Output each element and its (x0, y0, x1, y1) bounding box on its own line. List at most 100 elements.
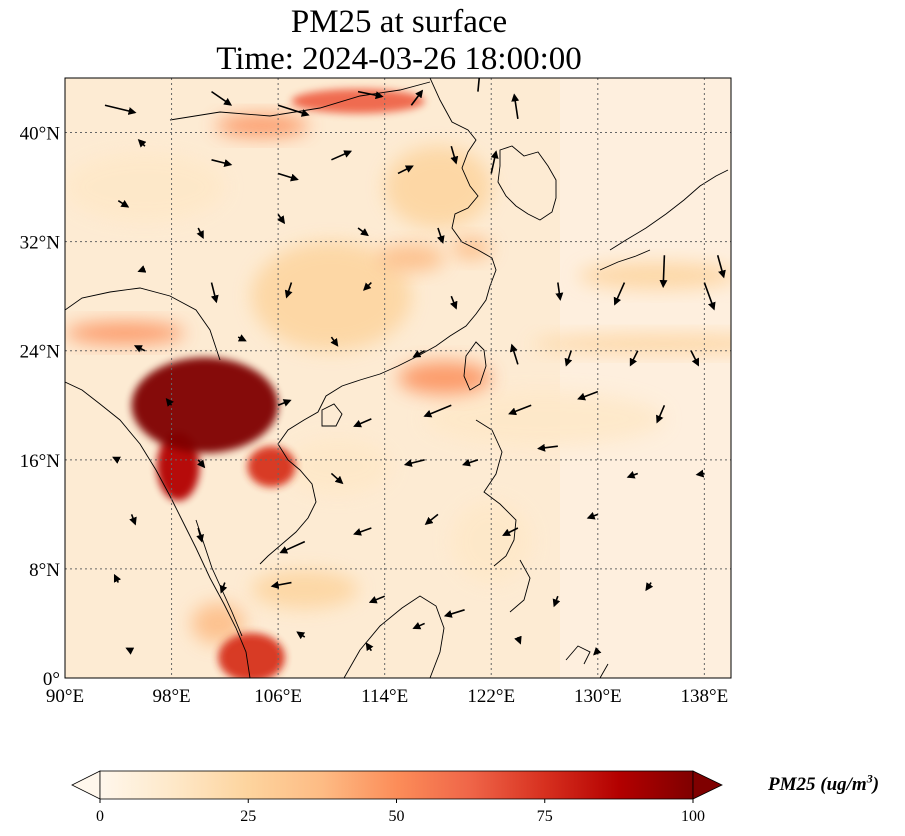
wind-arrow (270, 581, 292, 589)
wind-arrow (133, 345, 146, 353)
wind-arrow (117, 199, 130, 208)
wind-arrow (353, 418, 372, 428)
wind-arrow (331, 150, 353, 161)
wind-arrow (363, 281, 372, 291)
pm25-hotspot (451, 500, 532, 583)
wind-arrow (279, 540, 306, 554)
lat-tick-label: 40°N (20, 124, 61, 145)
pm25-hotspot (65, 322, 185, 344)
wind-arrow (450, 145, 459, 165)
wind-arrow (277, 213, 286, 225)
wind-arrow (509, 343, 519, 365)
lon-tick-label: 90°E (46, 686, 84, 707)
wind-arrow (410, 89, 424, 106)
wind-arrow (211, 159, 233, 167)
coastline-japan (599, 169, 729, 271)
coastline-mongolia-border (169, 81, 431, 121)
pm25-hotspot (247, 446, 296, 488)
coastlines (65, 78, 729, 678)
pm25-hotspot (451, 237, 492, 260)
wind-arrow (695, 469, 705, 478)
coastline-china-east (259, 78, 497, 565)
pm25-hotspot (398, 361, 492, 395)
lon-tick-label: 98°E (152, 686, 190, 707)
lon-tick-label: 114°E (361, 686, 408, 707)
map-title-line-2: Time: 2024-03-26 18:00:00 (216, 41, 582, 77)
wind-arrow (211, 90, 233, 106)
wind-arrow (365, 642, 374, 652)
pm25-hotspot (384, 146, 492, 228)
map-frame (64, 77, 732, 679)
lat-tick-label: 24°N (20, 342, 61, 363)
wind-arrow (197, 459, 206, 469)
colorbar-label: PM25 (ug/m3) (768, 771, 880, 795)
coastline-borneo (343, 595, 445, 678)
wind-arrow (357, 90, 384, 100)
pm25-hotspot (284, 439, 392, 494)
longitude-axis: 90°E 98°E 106°E 114°E 122°E 130°E 138°E (46, 686, 728, 707)
pm25-hotspot (378, 244, 445, 272)
lon-tick-label: 106°E (254, 686, 302, 707)
wind-arrow (219, 582, 228, 594)
lat-tick-label: 0° (43, 669, 60, 690)
wind-arrow (210, 282, 219, 304)
wind-arrow (237, 334, 247, 342)
pm25-hotspot (251, 241, 412, 351)
colorbar-tick-label: 0 (96, 808, 104, 825)
wind-arrow (564, 350, 573, 367)
wind-arrow (277, 399, 292, 407)
wind-arrow (716, 255, 726, 279)
wind-arrow (296, 631, 306, 640)
wind-arrow (593, 646, 602, 656)
wind-arrow (277, 104, 310, 117)
wind-arrow (423, 404, 452, 418)
wind-arrow (502, 527, 519, 536)
pm25-hotspot (424, 391, 665, 447)
wind-arrow (629, 350, 639, 367)
wind-arrow (577, 390, 599, 401)
latitude-axis: 0° 8°N 16°N 24°N 32°N 40°N (20, 124, 61, 690)
wind-arrow (424, 513, 439, 525)
colorbar-extend-min (71, 770, 101, 800)
map-title-line-1: PM25 at surface (290, 4, 508, 40)
lat-tick-label: 16°N (20, 451, 61, 472)
lon-tick-label: 138°E (681, 686, 729, 707)
pm25-hotspot (65, 153, 225, 222)
wind-arrow (368, 595, 385, 604)
coastline-indochina (65, 287, 251, 678)
pm25-concentration-field (65, 78, 731, 678)
wind-arrow (555, 282, 564, 301)
pm25-hotspot (218, 633, 285, 678)
wind-arrow (277, 172, 299, 182)
pm25-hotspot (251, 570, 359, 609)
wind-arrow (104, 104, 137, 115)
wind-arrow (703, 282, 716, 311)
wind-arrow (436, 227, 445, 244)
wind-arrow (514, 635, 522, 645)
wind-arrow (113, 573, 122, 583)
wind-arrow (129, 514, 137, 526)
colorbar-tick-label: 100 (681, 808, 705, 825)
wind-arrow (586, 511, 599, 520)
colorbar-body (99, 770, 694, 800)
wind-arrow (659, 255, 668, 289)
pm25-hotspot (131, 357, 279, 453)
colorbar-extend-max (692, 770, 723, 800)
lon-tick-label: 122°E (467, 686, 515, 707)
wind-arrow (196, 527, 204, 543)
wind-arrow (330, 472, 344, 485)
wind-arrow (330, 336, 339, 347)
pm25-hotspot (191, 603, 245, 644)
wind-arrow (537, 443, 558, 452)
wind-arrow (552, 595, 561, 608)
coastline-taiwan (463, 341, 487, 391)
wind-arrow (443, 609, 465, 618)
coastline-korea (497, 145, 557, 221)
pm25-hotspot (577, 262, 731, 290)
wind-arrow (511, 93, 520, 120)
lon-tick-label: 130°E (574, 686, 622, 707)
wind-arrow (165, 398, 174, 407)
wind-arrow (449, 295, 458, 310)
pm25-hotspot (291, 88, 425, 114)
